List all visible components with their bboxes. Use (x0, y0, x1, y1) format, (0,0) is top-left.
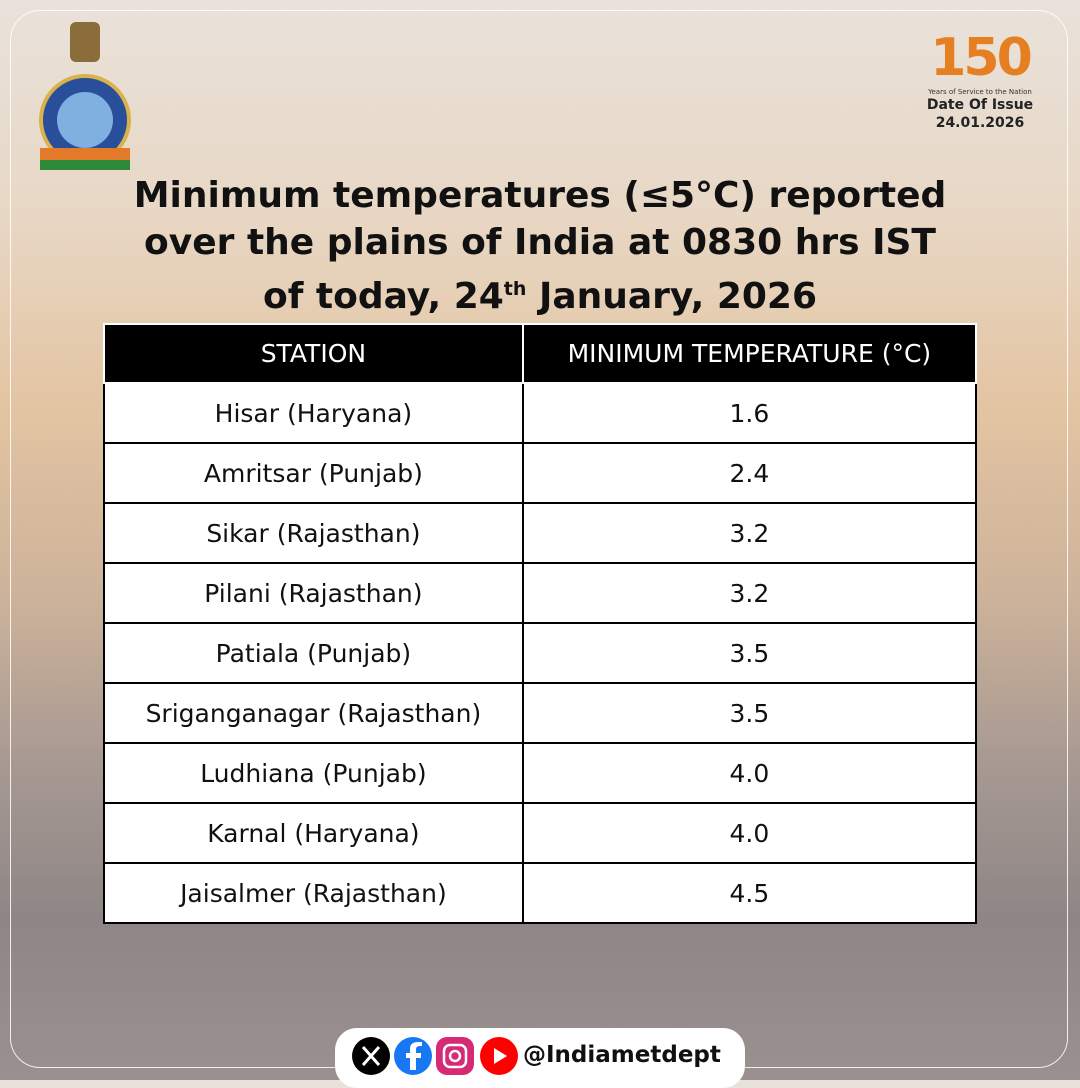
station-cell: Karnal (Haryana) (103, 802, 524, 864)
station-cell: Amritsar (Punjab) (103, 442, 524, 504)
handle[interactable]: @Indiametdept (523, 1042, 721, 1068)
temperature-cell: 4.0 (521, 802, 978, 864)
table-row: Sriganganagar (Rajasthan) 3.5 (103, 682, 978, 744)
table-row: Hisar (Haryana) 1.6 (103, 382, 978, 444)
temperature-cell: 3.5 (521, 622, 978, 684)
title-sup: th (503, 278, 527, 300)
header-cell: STATION (103, 323, 524, 384)
station-cell: Patiala (Punjab) (103, 622, 524, 684)
title-line: over the plains of India at 0830 hrs IST (144, 222, 936, 263)
facebook-glyph (406, 1042, 422, 1070)
footer: @Indiametdept (335, 1028, 745, 1088)
badge-tagline: Years of Service to the Nation (928, 88, 1032, 96)
seal-inner (57, 92, 113, 148)
badge: 150 Years of Service to the Nation Date … (915, 28, 1045, 132)
emblem (70, 22, 100, 62)
temperature-cell: 4.5 (521, 862, 978, 924)
temperature-cell: 1.6 (521, 382, 978, 444)
badge-number: 150 (930, 28, 1033, 88)
table: STATION MINIMUM TEMPERATURE (°C) Hisar (Ha… (103, 323, 978, 924)
station-cell: Ludhiana (Punjab) (103, 742, 524, 804)
station-cell: Pilani (Rajasthan) (103, 562, 524, 624)
title: Minimum temperatures (≤5°C) reported ove… (0, 172, 1080, 320)
ribbon (40, 148, 130, 160)
temperature-cell: 3.2 (521, 502, 978, 564)
table-row: Patiala (Punjab) 3.5 (103, 622, 978, 684)
table-row: Pilani (Rajasthan) 3.2 (103, 562, 978, 624)
issue-label: Date Of Issue (926, 97, 1034, 113)
station-cell: Jaisalmer (Rajasthan) (103, 862, 524, 924)
ribbon (40, 160, 130, 170)
table-row: Jaisalmer (Rajasthan) 4.5 (103, 862, 978, 924)
station-cell: Sriganganagar (Rajasthan) (103, 682, 524, 744)
temperature-cell: 2.4 (521, 442, 978, 504)
header-cell: MINIMUM TEMPERATURE (°C) (521, 323, 978, 384)
table-row: Karnal (Haryana) 4.0 (103, 802, 978, 864)
title-text: January, 2026 (526, 276, 818, 317)
table-row: Ludhiana (Punjab) 4.0 (103, 742, 978, 804)
title-line: of today, 24th January, 2026 (0, 266, 1080, 320)
social-icons (352, 1037, 518, 1075)
table-row: Sikar (Rajasthan) 3.2 (103, 502, 978, 564)
x-glyph (361, 1046, 381, 1066)
issue-date: 24.01.2026 (935, 115, 1025, 131)
station-cell: Hisar (Haryana) (103, 382, 524, 444)
youtube-glyph (494, 1048, 507, 1064)
instagram-icon[interactable] (436, 1037, 474, 1075)
temperature-cell: 3.2 (521, 562, 978, 624)
table-row: Amritsar (Punjab) 2.4 (103, 442, 978, 504)
logo (39, 22, 131, 170)
instagram-glyph (442, 1043, 468, 1069)
instagram-glyph (448, 1049, 462, 1063)
title-line: Minimum temperatures (≤5°C) reported (133, 175, 947, 216)
station-cell: Sikar (Rajasthan) (103, 502, 524, 564)
temperature-cell: 3.5 (521, 682, 978, 744)
temperature-cell: 4.0 (521, 742, 978, 804)
header-row: STATION MINIMUM TEMPERATURE (°C) (103, 323, 978, 384)
title-text: of today, 24 (262, 276, 504, 317)
